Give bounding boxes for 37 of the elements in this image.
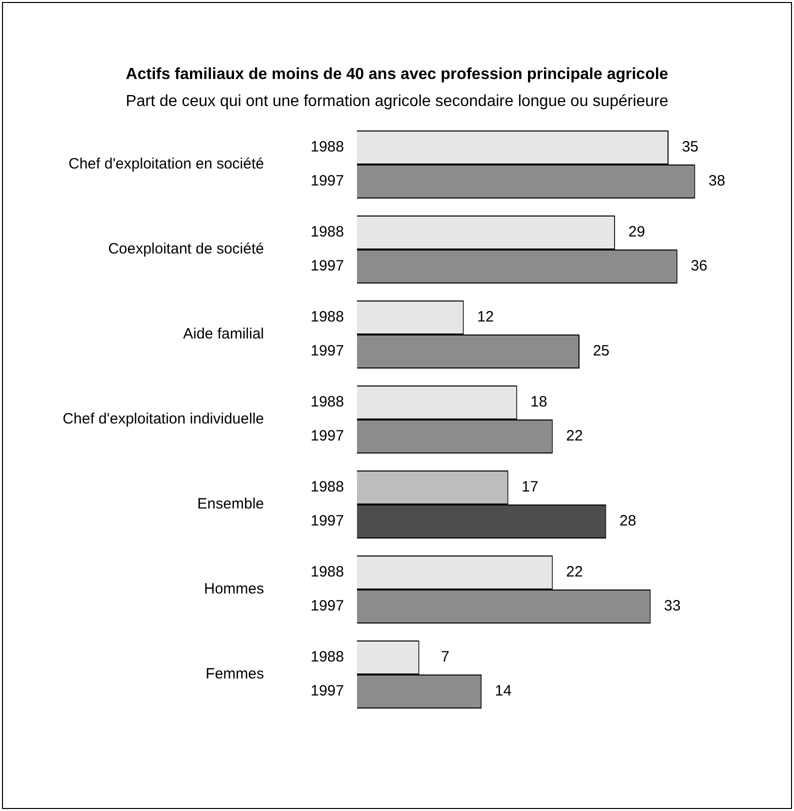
text: 1988 [310, 648, 344, 666]
text: 1997 [310, 342, 344, 360]
text: 1988 [310, 394, 344, 411]
data-label: 36 [690, 258, 708, 275]
y-tick-label: Femmes [206, 666, 264, 683]
series-label: 1988 [310, 138, 344, 156]
data-label: 29 [628, 224, 646, 241]
text: 1997 [310, 258, 344, 275]
chart-title: Actifs familiaux de moins de 40 ans avec profession principale agricole [124, 66, 670, 84]
data-label: 7 [440, 648, 450, 666]
data-label: 17 [522, 478, 538, 496]
data-label: 33 [664, 598, 681, 615]
text: 1988 [310, 564, 344, 581]
data-label: 28 [620, 512, 636, 530]
y-tick-label: Coexploitant de société [108, 240, 264, 258]
data-label: 18 [530, 394, 548, 411]
text: 1997 [310, 512, 344, 530]
data-label: 38 [708, 172, 726, 190]
text: 1988 [310, 224, 344, 241]
y-tick-label: Chef d'exploitation individuelle [62, 410, 264, 428]
text: 1997 [310, 682, 344, 700]
text: 1988 [310, 308, 344, 326]
data-label: 22 [566, 428, 583, 445]
y-tick-label: Ensemble [197, 496, 264, 513]
y-tick-label: Hommes [204, 580, 264, 598]
series-label: 1997 [310, 172, 344, 190]
y-tick-label: Aide familial [183, 326, 264, 343]
y-tick-label: Chef d'exploitation en société [68, 156, 264, 173]
data-label: 35 [682, 138, 698, 156]
text: 1997 [310, 428, 344, 445]
text: 1988 [310, 478, 344, 496]
data-label: 22 [566, 564, 583, 581]
data-label: 14 [494, 682, 512, 700]
data-label: 12 [477, 308, 494, 326]
text: 1997 [310, 598, 344, 615]
chart-subtitle: Part de ceux qui ont une formation agricole secondaire longue ou supérieure [124, 93, 670, 111]
data-label: 25 [592, 342, 610, 360]
